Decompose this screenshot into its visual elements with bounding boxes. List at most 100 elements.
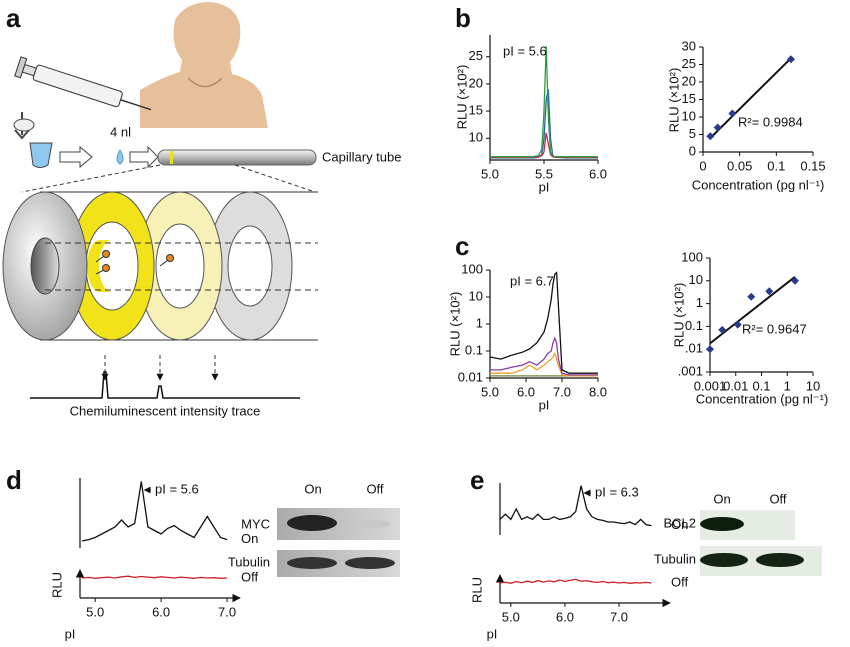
y-tick-label: 100 <box>681 249 703 264</box>
x-axis-label: Concentration (pg nl⁻¹) <box>696 391 829 406</box>
x-axis-label: pI <box>487 626 498 641</box>
panel-label: e <box>470 465 484 495</box>
y-tick-label: 1 <box>476 315 483 330</box>
point <box>747 292 756 301</box>
x-tick-label: 6.0 <box>589 166 607 181</box>
y-axis-label: RLU (×10²) <box>671 283 686 348</box>
arrow <box>129 145 159 169</box>
y-tick-label: 0.01 <box>458 369 483 384</box>
x-tick-label: 7.0 <box>610 609 628 624</box>
disk-hole <box>30 237 60 295</box>
x-tick-label: 6.0 <box>556 609 574 624</box>
point <box>787 55 795 64</box>
x-tick-label: 0.001 <box>694 378 727 393</box>
ring-hole <box>227 225 273 307</box>
point <box>706 345 714 354</box>
x-axis-label: pI <box>65 626 76 641</box>
x-tick-label: 8.0 <box>589 384 607 399</box>
y-tick-label: .001 <box>678 363 703 378</box>
y-tick-label: 25 <box>682 56 696 71</box>
tube-label: Capillary tube <box>322 149 402 164</box>
y-tick-label: 10 <box>682 108 696 123</box>
row-label: MYC <box>241 516 270 531</box>
y-tick-label: 15 <box>682 91 696 106</box>
y-tick-label: 20 <box>469 75 483 90</box>
trendline <box>709 57 792 139</box>
droplet <box>116 149 124 165</box>
point <box>728 109 737 118</box>
data-line <box>490 336 598 376</box>
panel-label: a <box>6 3 21 33</box>
y-tick-label: 0.1 <box>685 318 703 333</box>
data-line <box>81 575 228 579</box>
band <box>700 517 744 531</box>
point <box>791 276 800 285</box>
series-label: Off <box>241 569 258 584</box>
annotation: pI = 5.6 <box>503 43 547 58</box>
x-tick-label: 0.1 <box>752 378 770 393</box>
annotation: pI = 5.6 <box>155 481 199 496</box>
x-tick-label: 10 <box>806 378 820 393</box>
data-line <box>490 45 598 158</box>
x-tick-label: 5.0 <box>481 384 499 399</box>
y-axis-label: RLU (×10²) <box>447 292 462 357</box>
panel-label: d <box>6 465 22 495</box>
trace-label: Chemiluminescent intensity trace <box>70 403 261 418</box>
x-tick-label: 0.1 <box>767 158 785 173</box>
syringe <box>14 56 152 111</box>
data-line <box>490 351 598 377</box>
point <box>718 325 727 334</box>
row-label: Tubulin <box>228 554 270 569</box>
point <box>706 132 715 141</box>
axis <box>709 258 813 373</box>
data-line <box>489 271 598 374</box>
panel-label: b <box>455 3 471 33</box>
y-axis-label: RLU (×10²) <box>666 68 681 133</box>
y-tick-label: 30 <box>682 38 696 53</box>
signal-arrows <box>101 355 219 381</box>
x-tick-label: 0 <box>699 158 706 173</box>
y-tick-label: 10 <box>469 288 483 303</box>
neck-line <box>187 77 223 88</box>
x-tick-label: 5.0 <box>502 609 520 624</box>
band <box>345 557 395 569</box>
x-tick-label: 0.01 <box>723 378 748 393</box>
band <box>700 553 748 567</box>
y-tick-label: 25 <box>469 48 483 63</box>
series-label: On <box>241 531 258 546</box>
data-line <box>499 485 652 527</box>
annotation: R²= 0.9647 <box>742 321 807 336</box>
series-label: On <box>671 517 688 532</box>
data-line <box>81 481 228 542</box>
band <box>287 557 337 569</box>
band <box>354 520 390 528</box>
y-tick-label: .01 <box>685 341 703 356</box>
zoom-line <box>234 164 316 193</box>
x-tick-label: 0.05 <box>727 158 752 173</box>
tube-vial <box>29 142 53 168</box>
lane-label: On <box>304 481 321 496</box>
sample-band <box>170 151 173 164</box>
y-axis-label: RLU (×10²) <box>454 65 469 130</box>
band <box>287 515 337 531</box>
panel-label: c <box>455 231 469 261</box>
intensity-trace <box>30 371 300 399</box>
ring-hole <box>155 223 205 309</box>
y-axis-label: RLU <box>49 572 64 598</box>
x-tick-label: 5.5 <box>535 166 553 181</box>
point <box>733 320 742 329</box>
capillary-tube <box>157 149 317 166</box>
capture-zone <box>87 240 112 292</box>
y-tick-label: 1 <box>696 295 703 310</box>
diagram: 4 nl Capillary tube Chemiluminescent int… <box>2 2 402 418</box>
annotation: R²= 0.9984 <box>738 114 803 129</box>
blot-e: On Off BCL2 Tubulin <box>654 491 822 576</box>
y-tick-label: 20 <box>682 73 696 88</box>
x-axis-label: pI <box>539 397 550 412</box>
x-tick-label: 5.0 <box>481 166 499 181</box>
blot-d: On Off MYC Tubulin <box>228 481 400 577</box>
row-label: BCL2 <box>663 515 696 530</box>
annotation: pI = 6.3 <box>595 484 639 499</box>
lane-label: On <box>713 491 730 506</box>
